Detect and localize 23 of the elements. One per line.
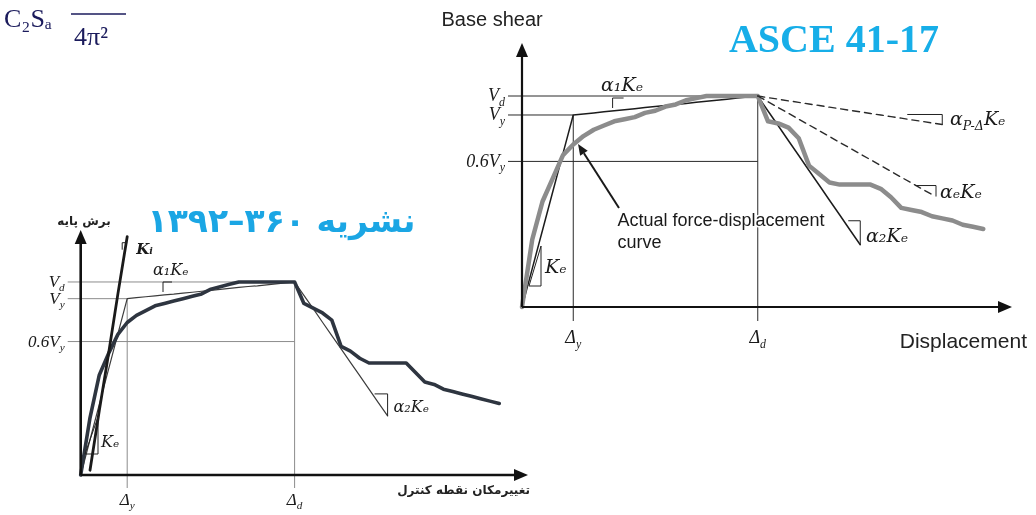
annotation: α₁Kₑ <box>153 260 189 279</box>
ref-line-label: 0.6V$_{y}$ <box>466 150 506 175</box>
x-tick-label: Δ$_{y}$ <box>118 490 135 512</box>
text: 4π² <box>74 22 109 51</box>
annotation: Kₑ <box>100 432 120 451</box>
text: C₂Sₐ <box>4 4 52 33</box>
annotation: α$_{P-Δ}$Kₑ <box>950 107 1006 133</box>
x-tick-label: Δ$_{d}$ <box>285 490 303 512</box>
annotation: αₑKₑ <box>940 180 982 202</box>
y-axis-title: برش پایه <box>57 214 111 228</box>
chart-title: نشریه ۳۶۰–۱۳۹۲ <box>147 201 416 241</box>
annotation: Kₑ <box>544 255 567 277</box>
x-axis-title: تغییرمکان نقطه کنترل <box>397 483 530 497</box>
annotation: α₂Kₑ <box>866 224 908 246</box>
x-tick-label: Δ$_{d}$ <box>748 327 767 351</box>
annotation: α₂Kₑ <box>393 397 429 416</box>
x-axis-title: Displacement <box>899 329 1028 352</box>
x-tick-label: Δ$_{y}$ <box>564 327 582 351</box>
text: α₁Kₑ <box>601 73 643 95</box>
legend-label: Kᵢ <box>135 239 154 258</box>
y-axis-title: Base shear <box>441 8 544 30</box>
chart-title: ASCE 41-17 <box>728 16 940 61</box>
ref-line-label: 0.6V$_{y}$ <box>28 331 65 353</box>
